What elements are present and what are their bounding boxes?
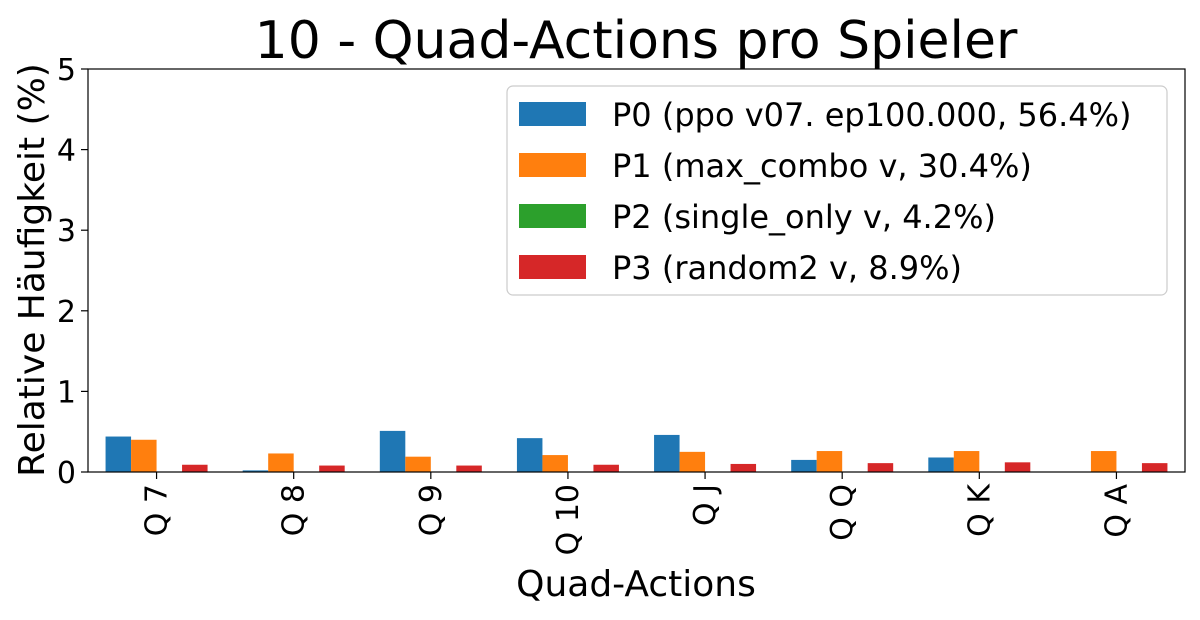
x-tick-label: Q 9 bbox=[414, 484, 449, 536]
legend-swatch bbox=[519, 102, 586, 126]
bar bbox=[953, 451, 980, 472]
bar bbox=[516, 438, 543, 472]
legend-swatch bbox=[519, 255, 586, 279]
bar bbox=[131, 439, 157, 472]
bar bbox=[1141, 463, 1168, 472]
x-tick-label: Q 8 bbox=[277, 484, 312, 536]
legend-label: P2 (single_only v, 4.2%) bbox=[612, 198, 996, 236]
bar bbox=[242, 470, 269, 472]
x-tick-label: Q K bbox=[962, 483, 997, 537]
bar bbox=[816, 451, 843, 472]
legend-swatch bbox=[519, 204, 586, 228]
y-tick-label: 4 bbox=[57, 134, 76, 169]
y-tick-label: 0 bbox=[57, 456, 76, 491]
x-tick-label: Q A bbox=[1099, 484, 1134, 538]
bar bbox=[791, 459, 817, 472]
bar bbox=[679, 451, 706, 472]
y-tick-label: 3 bbox=[57, 214, 76, 249]
bar bbox=[654, 434, 680, 472]
bar bbox=[928, 457, 954, 472]
x-tick-label: Q 10 bbox=[551, 484, 586, 555]
bar bbox=[405, 456, 431, 472]
bar bbox=[542, 455, 568, 472]
bar bbox=[1004, 462, 1031, 472]
y-tick-label: 1 bbox=[57, 375, 76, 410]
y-tick-label: 2 bbox=[57, 295, 76, 330]
y-tick-label: 5 bbox=[57, 53, 76, 88]
legend-label: P1 (max_combo v, 30.4%) bbox=[612, 147, 1032, 185]
y-axis-label: Relative Häufigkeit (%) bbox=[12, 63, 53, 477]
bar bbox=[1090, 451, 1117, 472]
bar bbox=[182, 464, 208, 472]
legend-swatch bbox=[519, 153, 586, 177]
bar bbox=[268, 453, 294, 472]
x-tick-label: Q J bbox=[688, 484, 723, 526]
legend-box bbox=[506, 85, 1168, 296]
bar bbox=[319, 465, 345, 472]
y-axis: 0 1 2 3 4 5 bbox=[57, 53, 88, 491]
chart-title: 10 - Quad-Actions pro Spieler bbox=[255, 11, 1018, 71]
bar bbox=[379, 430, 406, 472]
bar bbox=[593, 464, 619, 472]
x-tick-label: Q Q bbox=[825, 484, 860, 541]
legend-label: P3 (random2 v, 8.9%) bbox=[612, 249, 962, 287]
bar bbox=[105, 436, 132, 472]
bar bbox=[867, 463, 894, 472]
plot-area bbox=[105, 430, 1168, 472]
x-tick-label: Q 7 bbox=[140, 484, 175, 536]
x-axis: Q 7 Q 8 Q 9 Q 10 Q J Q Q Q K Q A bbox=[140, 472, 1134, 555]
legend-label: P0 (ppo v07. ep100.000, 56.4%) bbox=[612, 96, 1132, 134]
legend: P0 (ppo v07. ep100.000, 56.4%) P1 (max_co… bbox=[506, 85, 1168, 296]
x-axis-label: Quad-Actions bbox=[516, 564, 756, 605]
bar bbox=[456, 465, 482, 472]
bar bbox=[730, 463, 757, 472]
plot-frame bbox=[87, 68, 1186, 473]
